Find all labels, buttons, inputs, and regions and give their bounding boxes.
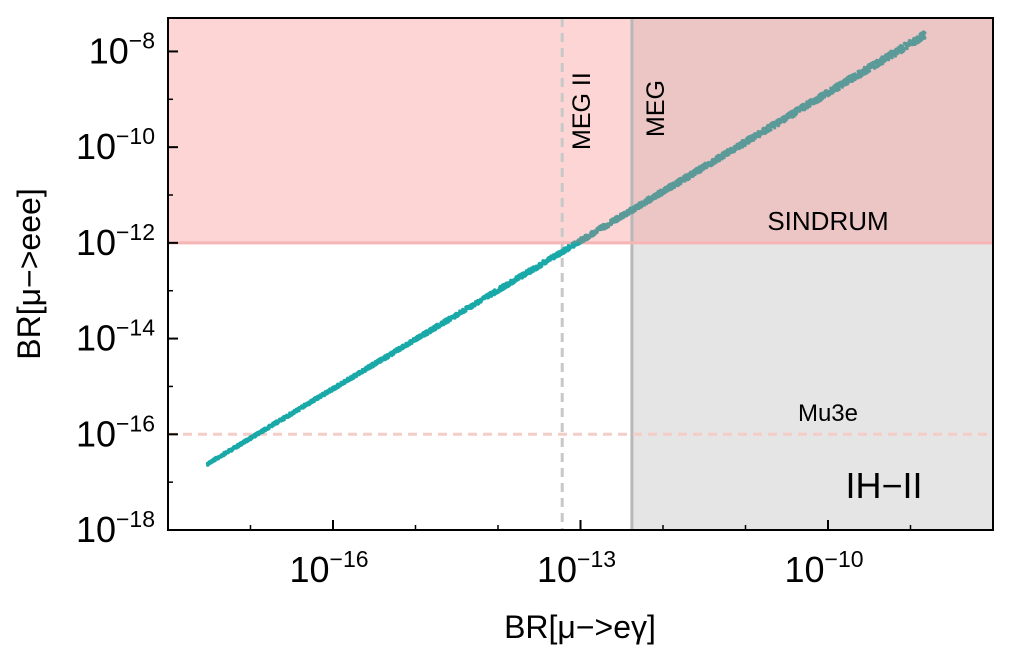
scatter-point: [610, 221, 614, 225]
meg-excluded-region: [631, 242, 993, 530]
ih-ii-label: IH−II: [845, 465, 922, 506]
y-tick-label: 10−14: [76, 315, 155, 359]
y-tick-label: 10−10: [76, 123, 155, 167]
scatter-point: [717, 159, 722, 163]
scatter-point: [890, 56, 894, 60]
scatter-point: [734, 148, 738, 152]
scatter-point: [905, 47, 909, 51]
y-tick-label: 10−16: [76, 410, 155, 454]
scatter-point: [688, 174, 692, 178]
y-axis-title: BR[μ−>eee]: [11, 188, 47, 359]
scatter-point: [633, 209, 637, 213]
x-tick-label: 10−10: [784, 546, 863, 590]
scatter-point: [297, 409, 301, 413]
scatter-point: [426, 332, 430, 336]
scatter-point: [540, 264, 544, 268]
meg-ii-label: MEG II: [568, 72, 596, 150]
sindrum-label: SINDRUM: [767, 206, 888, 236]
scatter-point: [853, 72, 857, 76]
scatter-point: [923, 36, 927, 40]
scatter-point: [868, 69, 872, 73]
scatter-point: [769, 128, 773, 132]
y-tick-label: 10−12: [76, 219, 155, 263]
meg-label: MEG: [642, 80, 670, 137]
x-axis-title: BR[μ−>eγ]: [504, 609, 656, 645]
scatter-point: [773, 126, 777, 130]
scatter-point: [893, 54, 898, 58]
x-tick-label: 10−13: [537, 546, 616, 590]
scatter-point: [923, 31, 927, 35]
y-tick-label: 10−8: [89, 27, 155, 71]
overlap-excluded-region: [631, 18, 993, 243]
scatter-points: [205, 30, 927, 467]
x-tick-label: 10−16: [289, 546, 368, 590]
mu3e-label: Mu3e: [798, 400, 858, 427]
y-tick-label: 10−18: [76, 506, 155, 550]
scatter-point: [837, 87, 841, 92]
